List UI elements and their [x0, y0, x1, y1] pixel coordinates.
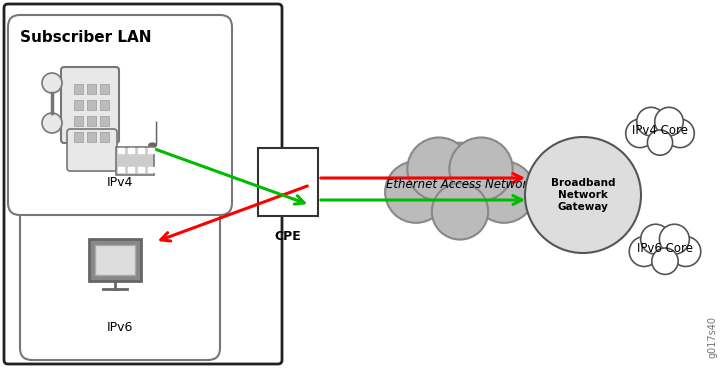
FancyBboxPatch shape: [8, 15, 232, 215]
Circle shape: [385, 161, 447, 223]
Circle shape: [660, 224, 689, 254]
Bar: [148, 148, 154, 153]
Circle shape: [450, 138, 513, 201]
Circle shape: [473, 161, 535, 223]
Bar: [148, 167, 154, 172]
Bar: [74, 116, 83, 126]
Text: IPv6: IPv6: [107, 321, 133, 334]
Text: Broadband
Network
Gateway: Broadband Network Gateway: [551, 178, 616, 211]
FancyBboxPatch shape: [95, 245, 135, 275]
Bar: [100, 116, 109, 126]
Text: IPv4: IPv4: [107, 176, 133, 189]
Bar: [100, 84, 109, 94]
Bar: [128, 148, 134, 153]
Bar: [258, 148, 318, 216]
Circle shape: [626, 119, 654, 148]
Bar: [87, 84, 96, 94]
Circle shape: [655, 107, 683, 136]
Circle shape: [407, 138, 471, 201]
Bar: [87, 116, 96, 126]
FancyBboxPatch shape: [4, 4, 282, 364]
Bar: [100, 132, 109, 142]
Circle shape: [637, 107, 666, 136]
Bar: [100, 100, 109, 110]
Bar: [74, 100, 83, 110]
Text: IPv6 Core: IPv6 Core: [637, 241, 693, 254]
Circle shape: [42, 113, 62, 133]
FancyBboxPatch shape: [67, 129, 117, 171]
Circle shape: [629, 236, 659, 266]
Bar: [118, 148, 124, 153]
Circle shape: [666, 119, 695, 148]
Bar: [118, 167, 124, 172]
FancyBboxPatch shape: [89, 239, 141, 281]
Circle shape: [418, 143, 502, 227]
Text: IPv4 Core: IPv4 Core: [632, 123, 688, 137]
Circle shape: [525, 137, 641, 253]
Bar: [138, 167, 144, 172]
Text: g017s40: g017s40: [708, 316, 718, 358]
FancyBboxPatch shape: [116, 147, 154, 175]
Text: Ethernet Access Network: Ethernet Access Network: [386, 179, 534, 191]
Bar: [138, 148, 144, 153]
Bar: [128, 167, 134, 172]
Circle shape: [652, 248, 678, 275]
Bar: [74, 84, 83, 94]
Bar: [74, 132, 83, 142]
Text: Subscriber LAN: Subscriber LAN: [20, 30, 152, 45]
Circle shape: [42, 73, 62, 93]
Circle shape: [641, 224, 671, 254]
Bar: [87, 132, 96, 142]
Circle shape: [647, 130, 673, 155]
Text: CPE: CPE: [275, 230, 302, 243]
Circle shape: [432, 183, 488, 239]
Circle shape: [641, 111, 679, 149]
Circle shape: [645, 228, 685, 268]
Bar: [87, 100, 96, 110]
Text: ♩: ♩: [144, 121, 162, 155]
Circle shape: [671, 236, 701, 266]
FancyBboxPatch shape: [61, 67, 119, 143]
FancyBboxPatch shape: [20, 180, 220, 360]
